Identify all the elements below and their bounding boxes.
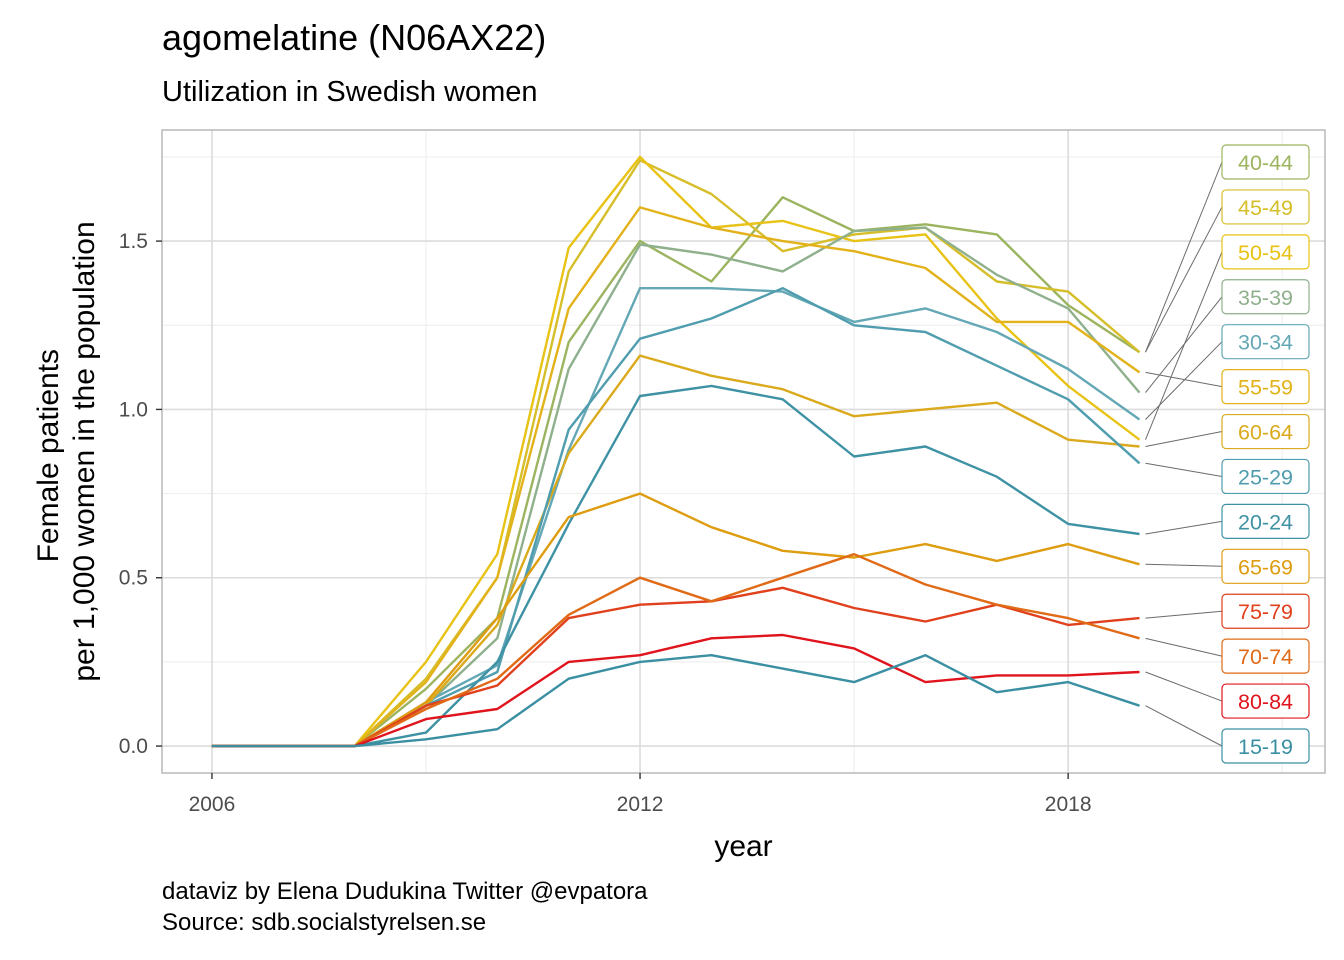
series-line-25-29 xyxy=(211,287,1141,748)
leader-line-55-59 xyxy=(1145,371,1223,388)
leader-line-15-19 xyxy=(1145,705,1223,747)
leader-line-30-34 xyxy=(1145,341,1223,420)
caption-credit: dataviz by Elena Dudukina Twitter @evpat… xyxy=(162,878,648,905)
leader-line-65-69 xyxy=(1145,563,1223,567)
caption-source: Source: sdb.socialstyrelsen.se xyxy=(162,909,487,936)
series-line-60-64 xyxy=(211,354,1140,748)
series-label-80-84: 80-84 xyxy=(1238,690,1293,714)
panel-border xyxy=(161,129,1326,774)
series-line-70-74 xyxy=(211,553,1140,748)
series-label-box-60-64 xyxy=(1221,413,1310,450)
series-label-box-35-39 xyxy=(1221,279,1310,315)
series-label-box-30-34 xyxy=(1221,324,1310,360)
series-line-65-69 xyxy=(211,492,1140,748)
y-tick-label: 1.5 xyxy=(119,230,148,253)
series-label-30-34: 30-34 xyxy=(1238,331,1293,355)
series-line-55-59 xyxy=(211,206,1141,748)
series-label-20-24: 20-24 xyxy=(1238,510,1293,534)
series-label-box-65-69 xyxy=(1221,548,1310,584)
series-label-box-55-59 xyxy=(1221,369,1310,405)
x-tick-label: 2012 xyxy=(617,793,664,816)
series-label-55-59: 55-59 xyxy=(1238,376,1293,400)
series-label-35-39: 35-39 xyxy=(1238,286,1293,310)
leader-line-50-54 xyxy=(1145,251,1223,440)
y-axis-title-line-1: Female patients xyxy=(32,349,65,562)
series-label-40-44: 40-44 xyxy=(1238,151,1293,175)
label-leader-lines xyxy=(1145,161,1223,747)
major-gridlines xyxy=(162,130,1325,773)
x-tick-label: 2006 xyxy=(189,793,236,816)
series-label-box-50-54 xyxy=(1221,234,1310,270)
series-lines xyxy=(211,155,1141,748)
leader-line-80-84 xyxy=(1145,671,1223,702)
series-label-70-74: 70-74 xyxy=(1238,645,1293,669)
line-chart: 40-44 45-49 50-54 35-39 30-34 55-59 60-64 25-29… xyxy=(32,129,1326,863)
series-label-box-70-74 xyxy=(1221,638,1310,674)
y-tick-label: 1.0 xyxy=(119,398,148,421)
chart-subtitle: Utilization in Swedish women xyxy=(162,76,538,108)
caption: dataviz by Elena Dudukina Twitter @evpat… xyxy=(162,876,648,938)
series-label-75-79: 75-79 xyxy=(1238,600,1293,624)
y-tick-label: 0.5 xyxy=(119,567,148,590)
series-line-30-34 xyxy=(211,287,1141,748)
series-line-80-84 xyxy=(211,633,1140,748)
series-label-65-69: 65-69 xyxy=(1238,555,1293,579)
leader-line-20-24 xyxy=(1145,520,1223,535)
series-label-box-25-29 xyxy=(1221,458,1310,495)
leader-line-70-74 xyxy=(1145,637,1223,657)
chart-title: agomelatine (N06AX22) xyxy=(162,17,547,58)
series-line-50-54 xyxy=(211,155,1141,748)
x-axis-ticks: 2006 2012 2018 xyxy=(189,773,1092,816)
series-label-45-49: 45-49 xyxy=(1238,196,1293,220)
leader-line-25-29 xyxy=(1145,462,1223,477)
x-tick-label: 2018 xyxy=(1045,793,1092,816)
y-axis-title-line-2: per 1,000 women in the population xyxy=(68,221,101,681)
leader-line-75-79 xyxy=(1145,610,1223,619)
y-axis-ticks: 0.0 0.5 1.0 1.5 xyxy=(119,230,162,758)
series-label-50-54: 50-54 xyxy=(1238,241,1293,265)
series-line-40-44 xyxy=(211,196,1141,748)
series-label-box-40-44 xyxy=(1221,144,1310,180)
minor-gridlines xyxy=(162,130,1325,773)
x-axis-title: year xyxy=(714,830,772,863)
y-axis-title: Female patients per 1,000 women in the p… xyxy=(32,221,101,681)
series-line-35-39 xyxy=(211,226,1141,748)
series-line-15-19 xyxy=(211,654,1140,748)
series-label-box-15-19 xyxy=(1221,728,1310,764)
series-labels: 40-44 45-49 50-54 35-39 30-34 55-59 60-64 25-29… xyxy=(1221,144,1310,764)
leader-line-45-49 xyxy=(1145,206,1223,353)
series-label-15-19: 15-19 xyxy=(1238,735,1293,759)
series-label-60-64: 60-64 xyxy=(1238,421,1293,445)
y-tick-label: 0.0 xyxy=(119,735,148,758)
series-label-box-20-24 xyxy=(1221,503,1310,539)
leader-line-40-44 xyxy=(1145,161,1223,353)
leader-line-60-64 xyxy=(1145,431,1223,447)
series-label-box-75-79 xyxy=(1221,593,1310,629)
series-line-75-79 xyxy=(211,586,1140,748)
series-label-25-29: 25-29 xyxy=(1238,465,1293,489)
series-label-box-45-49 xyxy=(1221,189,1310,225)
series-label-box-80-84 xyxy=(1221,683,1310,719)
leader-line-35-39 xyxy=(1145,296,1223,393)
